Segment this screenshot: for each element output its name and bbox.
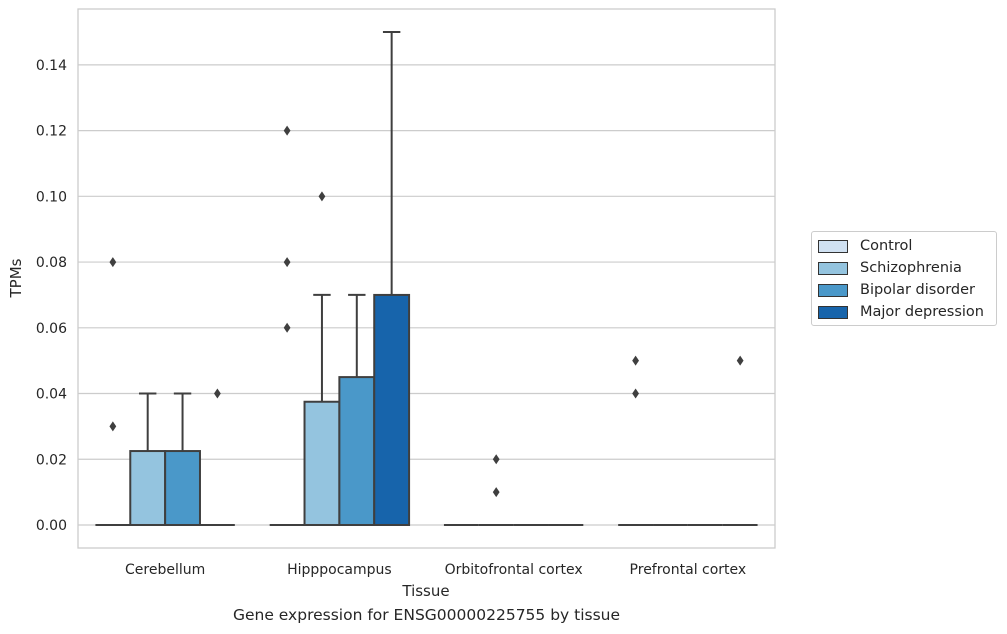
box-hipppocampus-control — [269, 125, 305, 526]
outlier-point — [632, 388, 639, 399]
box-hipppocampus-bipolar-disorder — [338, 293, 376, 526]
box-orbitofrontal-cortex-schizophrenia — [478, 454, 514, 526]
outlier-point — [492, 487, 500, 498]
box-prefrontal-cortex-major-depression — [722, 355, 758, 526]
box-cerebellum-schizophrenia — [129, 392, 167, 526]
iqr-box — [373, 293, 411, 526]
box-prefrontal-cortex-control — [618, 355, 654, 526]
y-tick-label: 0.10 — [36, 189, 67, 205]
outlier-point — [109, 257, 117, 268]
plot-frame — [77, 8, 776, 549]
figure-caption: Gene expression for ENSG00000225755 by t… — [232, 606, 621, 624]
y-tick-label: 0.14 — [36, 58, 67, 74]
legend-swatch-major-depression — [818, 305, 848, 319]
legend-swatch-control — [818, 239, 848, 253]
legend-label-control: Control — [860, 238, 913, 254]
x-tick-label: Prefrontal cortex — [630, 562, 747, 578]
legend-item-major-depression: Major depression — [818, 302, 984, 322]
boxes — [95, 31, 758, 526]
box-cerebellum-major-depression — [199, 388, 235, 526]
legend-label-major-depression: Major depression — [860, 304, 984, 320]
x-tick-label: Orbitofrontal cortex — [445, 562, 583, 578]
outlier-point — [632, 355, 639, 366]
x-tick-label: Hipppocampus — [287, 562, 392, 578]
box-hipppocampus-major-depression — [373, 31, 411, 526]
outlier-point — [283, 257, 291, 268]
y-tick-label: 0.04 — [36, 387, 67, 403]
y-tick-label: 0.00 — [36, 518, 67, 534]
tick-labels: 0.00 0.02 0.04 0.06 0.08 0.10 0.12 0.14 Cerebell… — [36, 58, 746, 578]
outlier-point — [736, 355, 744, 366]
legend-swatch-bipolar-disorder — [818, 283, 848, 297]
legend-label-schizophrenia: Schizophrenia — [860, 260, 962, 276]
legend-item-schizophrenia: Schizophrenia — [818, 258, 962, 278]
legend-item-bipolar-disorder: Bipolar disorder — [818, 280, 975, 300]
box-cerebellum-bipolar-disorder — [164, 392, 201, 526]
box-cerebellum-control — [95, 257, 131, 526]
iqr-box — [129, 450, 167, 526]
outlier-point — [492, 454, 500, 465]
legend: Control Schizophrenia Bipolar disorder M… — [811, 231, 997, 326]
y-tick-label: 0.08 — [36, 255, 67, 271]
x-axis-label: Tissue — [401, 582, 449, 600]
outlier-point — [214, 388, 221, 399]
outlier-point — [109, 421, 117, 432]
y-tick-label: 0.12 — [36, 124, 67, 140]
y-tick-label: 0.02 — [36, 452, 67, 468]
outlier-point — [283, 125, 291, 136]
outlier-point — [318, 191, 326, 202]
box-hipppocampus-schizophrenia — [303, 191, 341, 526]
y-axis-label: TPMs — [7, 258, 25, 298]
legend-swatch-schizophrenia — [818, 261, 848, 275]
outlier-point — [283, 322, 291, 333]
iqr-box — [164, 450, 201, 526]
legend-label-bipolar-disorder: Bipolar disorder — [860, 282, 975, 298]
iqr-box — [338, 376, 376, 526]
legend-item-control: Control — [818, 236, 912, 256]
iqr-box — [303, 400, 341, 526]
x-tick-label: Cerebellum — [125, 562, 205, 578]
y-tick-label: 0.06 — [36, 321, 67, 337]
